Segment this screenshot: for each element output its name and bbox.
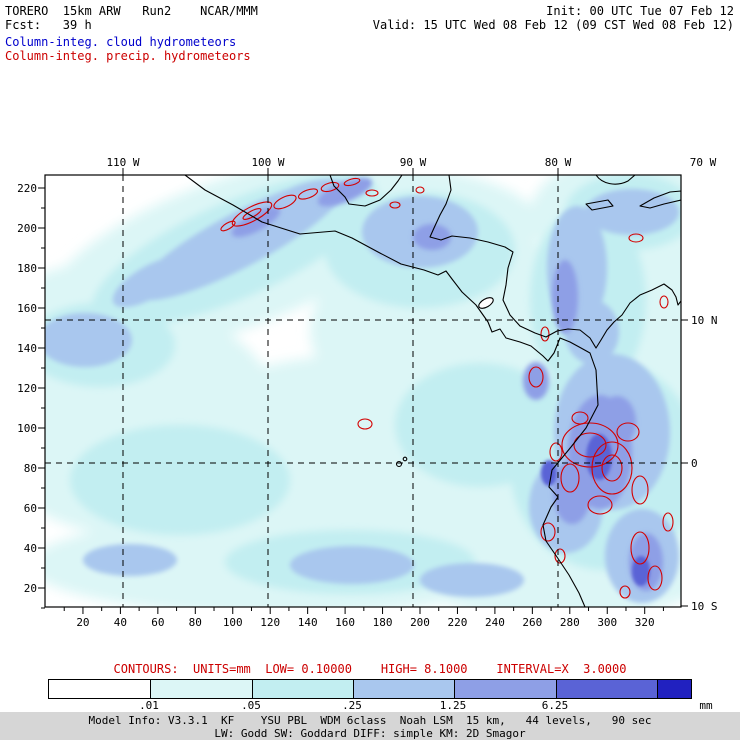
contour-info-line: CONTOURS: UNITS=mm LOW= 0.10000 HIGH= 8.…: [113, 662, 627, 676]
x-axis-tick-label: 180: [373, 616, 393, 629]
caribbean-coastline: [429, 175, 681, 349]
x-axis-tick-label: 40: [114, 616, 127, 629]
colorbar-boundary-label: 6.25: [541, 699, 569, 712]
map-frame: [44, 174, 682, 608]
x-axis-tick-label: 80: [189, 616, 202, 629]
y-axis-tick-label: 60: [24, 502, 37, 515]
model-info-footer: Model Info: V3.3.1 KF YSU PBL WDM 6class…: [0, 712, 740, 740]
hispaniola-outline: [639, 190, 681, 209]
x-axis-tick-label: 280: [560, 616, 580, 629]
colorbar: [48, 679, 692, 699]
x-axis-tick-label: 240: [485, 616, 505, 629]
top-axis-label: 90 W: [400, 156, 427, 169]
galapagos-island: [402, 456, 408, 462]
latlon-gridlines: [45, 175, 681, 607]
colorbar-box: [657, 680, 691, 698]
y-axis-tick-label: 160: [17, 302, 37, 315]
y-axis-tick-label: 140: [17, 342, 37, 355]
top-axis-label: 110 W: [106, 156, 139, 169]
x-axis-tick-label: 120: [260, 616, 280, 629]
right-axis-label: 10 S: [691, 600, 718, 613]
cloud-field-label: Column-integ. cloud hydrometeors: [5, 35, 237, 49]
axis-layer: 20 40 60 80 100 120 140 160 180 200 220 240 260 280 30…: [17, 156, 717, 629]
colorbar-box: [556, 680, 657, 698]
y-axis-tick-label: 120: [17, 382, 37, 395]
right-axis-label: 0: [691, 457, 698, 470]
lake-nicaragua: [478, 297, 494, 309]
y-axis-tick-label: 40: [24, 542, 37, 555]
x-axis-tick-label: 140: [298, 616, 318, 629]
x-axis-tick-label: 60: [151, 616, 164, 629]
y-axis-tick-label: 20: [24, 582, 37, 595]
top-axis-label: 80 W: [545, 156, 572, 169]
y-axis-tick-label: 220: [17, 182, 37, 195]
y-axis-tick-label: 180: [17, 262, 37, 275]
x-axis-tick-label: 200: [410, 616, 430, 629]
colorbar-box: [252, 680, 353, 698]
y-axis-tick-label: 100: [17, 422, 37, 435]
x-axis-tick-label: 20: [76, 616, 89, 629]
top-axis-label: 100 W: [251, 156, 284, 169]
colorbar-box: [454, 680, 556, 698]
right-axis-label: 10 N: [691, 314, 718, 327]
coastlines-layer: [184, 175, 681, 607]
pacific-coastline: [184, 175, 599, 607]
precip-contours-layer: [220, 177, 674, 599]
forecast-hour-label: Fcst: 39 h: [5, 18, 92, 32]
cuba-coastline: [595, 175, 636, 185]
x-axis-tick-label: 260: [522, 616, 542, 629]
x-axis-tick-label: 160: [335, 616, 355, 629]
init-time-label: Init: 00 UTC Tue 07 Feb 12: [546, 4, 734, 18]
colorbar-boundary-label: .01: [139, 699, 159, 712]
colorbar-labels: .01 .05 .25 1.25 6.25 mm: [0, 699, 740, 713]
colorbar-box: [353, 680, 454, 698]
y-axis-tick-label: 200: [17, 222, 37, 235]
model-info-line2: LW: Godd SW: Goddard DIFF: simple KM: 2D…: [214, 727, 526, 740]
precip-field-label: Column-integ. precip. hydrometeors: [5, 49, 251, 63]
model-run-title: TORERO 15km ARW Run2 NCAR/MMM: [5, 4, 258, 18]
colorbar-units-label: mm: [699, 699, 713, 712]
colorbar-box: [150, 680, 252, 698]
colorbar-box: [49, 680, 150, 698]
y-axis-tick-label: 80: [24, 462, 37, 475]
gulf-campeche-coastline: [329, 175, 403, 207]
colorbar-boundary-label: .25: [342, 699, 362, 712]
top-axis-label: 70 W: [690, 156, 717, 169]
x-axis-tick-label: 320: [635, 616, 655, 629]
valid-time-label: Valid: 15 UTC Wed 08 Feb 12 (09 CST Wed …: [372, 18, 734, 32]
model-info-line1: Model Info: V3.3.1 KF YSU PBL WDM 6class…: [88, 714, 652, 727]
x-axis-tick-label: 300: [597, 616, 617, 629]
colorbar-boundary-label: .05: [241, 699, 261, 712]
x-axis-tick-label: 220: [448, 616, 468, 629]
galapagos-island: [395, 460, 403, 468]
jamaica-outline: [585, 199, 614, 211]
colorbar-boundary-label: 1.25: [439, 699, 467, 712]
x-axis-tick-label: 100: [223, 616, 243, 629]
